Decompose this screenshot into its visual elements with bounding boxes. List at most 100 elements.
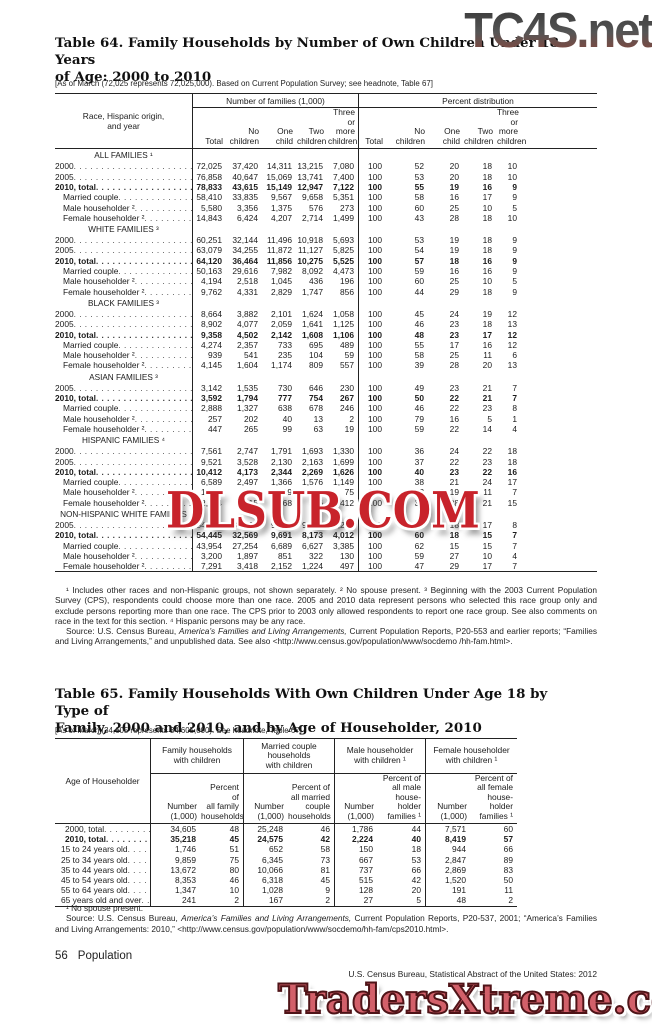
row-label: 25 to 34 years old: [55, 855, 150, 865]
row-label: 2005: [55, 245, 192, 255]
cell: 6,318: [243, 874, 287, 886]
row-label-text: 2000: [55, 446, 74, 457]
row-label-text: Married couple: [63, 403, 119, 414]
cell: 42: [320, 834, 330, 845]
cell: 257: [192, 413, 226, 424]
section-label: BLACK FAMILIES ³: [88, 298, 159, 308]
cell: 21: [482, 382, 492, 393]
cell: 10: [507, 161, 517, 172]
cell: 9,859: [150, 854, 200, 865]
section-header-row: ALL FAMILIES ¹: [55, 149, 597, 163]
row-label-text: 2000: [55, 161, 74, 172]
row-label-text: 2010, total: [55, 466, 96, 477]
column-header-number: Number (1,000): [344, 801, 374, 821]
cell: 100: [358, 339, 386, 351]
column-header-percent: Percent of all female house- holder fami…: [474, 773, 513, 821]
cell: 1,366: [271, 477, 292, 488]
cell: 246: [340, 403, 354, 414]
cell: [358, 296, 386, 311]
cell: 652: [243, 844, 287, 855]
cell: 44: [414, 286, 424, 297]
cell: 38: [414, 477, 424, 488]
cell: 267: [340, 393, 354, 404]
cell: 202: [244, 413, 258, 424]
cell: 8,664: [192, 308, 226, 320]
cell: 16: [449, 413, 459, 424]
cell: 32,144: [232, 235, 258, 246]
row-label-text: 2010, total: [65, 834, 106, 845]
note-text: Current Population Reports, P20-553 and …: [55, 626, 597, 647]
cell: 44: [411, 824, 421, 835]
cell: 24: [449, 308, 459, 319]
row-label-text: Male householder ²: [63, 487, 135, 498]
table65-header: Age of Householder Family households wit…: [55, 738, 517, 825]
cell: 1,746: [150, 844, 200, 855]
cell: 1,045: [271, 276, 292, 287]
table-row: Married couple 43,954 27,254 6,689 6,627 3,38…: [55, 540, 597, 551]
cell: 22: [482, 446, 492, 457]
cell: 18: [482, 171, 492, 182]
cell: 10,412: [192, 466, 226, 478]
cell: 2,747: [237, 446, 258, 457]
column-header: No children: [229, 126, 259, 146]
table-row: Male householder ² 5,580 3,356 1,375 576 273 1…: [55, 202, 597, 213]
cell: 18: [482, 286, 492, 297]
leader-dots: [135, 276, 192, 286]
section-header-row: WHITE FAMILIES ³: [55, 223, 597, 237]
cell: 3,142: [192, 382, 226, 394]
row-label: 2000: [55, 235, 192, 245]
row-label-text: Male householder ²: [63, 550, 135, 561]
cell: 72,025: [192, 161, 226, 172]
column-header: No children: [395, 126, 425, 146]
row-label-text: Female householder ²: [63, 286, 145, 297]
leader-dots: [128, 855, 150, 865]
cell: 4,145: [192, 360, 226, 371]
cell: 9,658: [302, 192, 323, 203]
table64-group-number: Number of families (1,000) Total No child…: [192, 94, 358, 149]
cell: 66: [411, 864, 421, 875]
cell: 12: [507, 308, 517, 319]
table65-stub-header: Age of Householder: [65, 776, 140, 787]
cell: 100: [358, 319, 386, 330]
row-label: 65 years old and over: [55, 895, 150, 905]
cell: 45: [229, 834, 239, 845]
cell: 1,330: [333, 446, 354, 457]
cell: 16: [449, 266, 459, 277]
leader-dots: [118, 403, 192, 413]
table64-group-percent-title: Percent distribution: [359, 94, 597, 108]
cell: 23: [449, 329, 459, 340]
row-label: 35 to 44 years old: [55, 865, 150, 875]
cell: 27: [334, 895, 377, 906]
column-header-number: Number (1,000): [167, 801, 197, 821]
cell: 2,152: [271, 561, 292, 572]
leader-dots: [144, 561, 192, 571]
section-label: WHITE FAMILIES ³: [88, 225, 159, 235]
row-label-text: Male householder ²: [63, 350, 135, 361]
row-label-text: Female householder ²: [63, 497, 145, 508]
column-spacer: [521, 530, 597, 540]
row-label: Married couple: [55, 541, 192, 551]
column-spacer: [521, 182, 597, 192]
row-label-text: 2000: [55, 235, 74, 246]
cell: 62: [414, 487, 424, 498]
column-spacer: [521, 520, 597, 530]
cell: 100: [358, 497, 386, 508]
cell: 6,589: [192, 477, 226, 488]
cell: 10: [482, 550, 492, 561]
column-spacer: [521, 172, 597, 182]
cell: 4,331: [237, 286, 258, 297]
cell: 2,869: [425, 864, 470, 875]
cell: 48: [425, 895, 470, 906]
cell: 15: [449, 540, 459, 551]
cell: 23: [449, 466, 459, 477]
cell: 76,858: [192, 171, 226, 182]
leader-dots: [128, 875, 150, 885]
cell: 6,689: [271, 540, 292, 551]
cell: 265: [244, 423, 258, 434]
cell: 53: [414, 235, 424, 246]
cell: 2,344: [271, 466, 292, 477]
cell: 17: [449, 339, 459, 350]
column-header: Total: [365, 135, 383, 146]
cell: 100: [358, 308, 386, 320]
row-label: 2005: [55, 383, 192, 393]
